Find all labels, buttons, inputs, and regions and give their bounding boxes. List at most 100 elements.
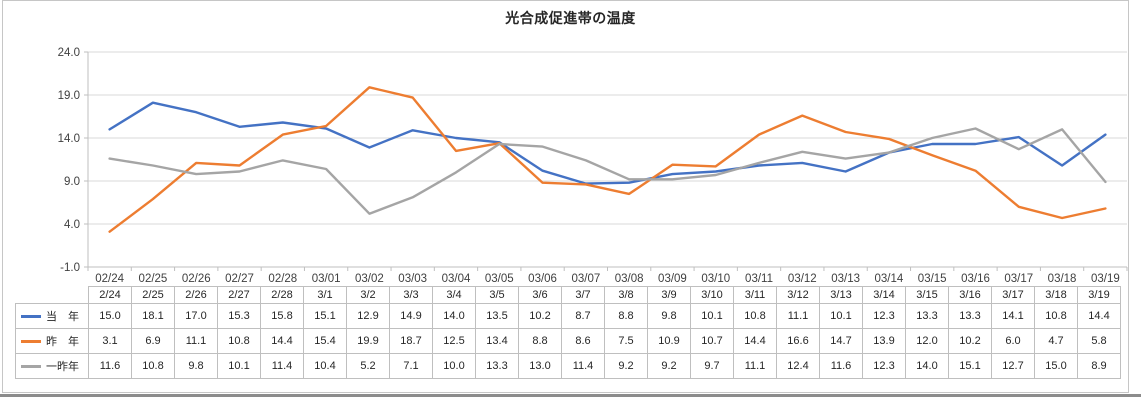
table-value-cell: 4.7 [1034,328,1078,354]
table-value-cell: 8.7 [561,303,605,329]
x-axis-tick-label: 03/03 [398,273,427,284]
x-axis-tick-label: 03/09 [658,273,687,284]
table-header-cell: 3/8 [604,286,648,304]
x-axis-tick-label: 03/07 [571,273,600,284]
table-value-cell: 12.5 [432,328,476,354]
y-axis-tick-label: 19.0 [58,90,80,102]
table-value-cell: 9.8 [174,353,218,379]
table-value-cell: 10.8 [1034,303,1078,329]
y-axis-tick-label: 14.0 [58,133,80,145]
table-value-cell: 16.6 [776,328,820,354]
table-header-cell: 3/7 [561,286,605,304]
table-value-cell: 10.2 [948,328,992,354]
legend-label: 昨 年 [46,336,79,348]
table-value-cell: 15.4 [303,328,347,354]
table-value-cell: 5.8 [1077,328,1121,354]
table-value-cell: 8.8 [518,328,562,354]
table-value-cell: 10.8 [217,328,261,354]
legend-cell-last-year: 昨 年 [15,328,89,354]
x-axis-tick-label: 03/11 [745,273,773,284]
table-value-cell: 19.9 [346,328,390,354]
data-table: 2/24 2/25 2/26 2/27 2/28 3/1 3/2 3/3 3/4 3/5 3/6 3/… [15,286,1121,379]
table-header-cell: 2/24 [88,286,132,304]
legend-key-line-this-year [21,314,41,318]
table-header-cell: 3/9 [647,286,691,304]
table-value-cell: 12.3 [862,353,906,379]
table-header-cell: 3/14 [862,286,906,304]
table-header-cell: 3/3 [389,286,433,304]
series-line-this-year [108,101,1107,185]
x-axis-tick-label: 02/24 [95,273,124,284]
table-value-cell: 8.6 [561,328,605,354]
bottom-edge-line [0,394,1141,397]
table-value-cell: 10.9 [647,328,691,354]
table-header-cell: 3/12 [776,286,820,304]
table-value-cell: 10.1 [819,303,863,329]
x-axis-tick-label: 03/04 [442,273,471,284]
table-header-cell: 2/28 [260,286,304,304]
table-value-cell: 10.8 [131,353,175,379]
table-value-cell: 15.8 [260,303,304,329]
table-header-cell: 3/13 [819,286,863,304]
table-value-cell: 11.6 [819,353,863,379]
table-value-cell: 10.1 [217,353,261,379]
table-header-cell: 3/15 [905,286,949,304]
x-axis-tick-label: 03/05 [485,273,514,284]
table-header-cell: 3/17 [991,286,1035,304]
table-value-cell: 6.0 [991,328,1035,354]
table-value-cell: 14.0 [432,303,476,329]
table-value-cell: 14.4 [733,328,777,354]
table-value-cell: 5.2 [346,353,390,379]
table-header-cell: 3/10 [690,286,734,304]
table-header-cell: 2/26 [174,286,218,304]
table-value-cell: 6.9 [131,328,175,354]
table-row-this-year: 当 年 15.0 18.1 17.0 15.3 15.8 15.1 12.9 14.9 14.0 1… [15,303,1121,329]
legend-cell-year-before-last: 一昨年 [15,353,89,379]
x-axis-tick-label: 03/08 [615,273,644,284]
table-header-cell: 3/19 [1077,286,1121,304]
table-header-cell: 3/1 [303,286,347,304]
table-value-cell: 15.0 [88,303,132,329]
table-value-cell: 11.4 [260,353,304,379]
table-value-cell: 9.2 [604,353,648,379]
table-header-cell: 2/27 [217,286,261,304]
x-axis-tick-label: 02/26 [182,273,211,284]
table-value-cell: 18.7 [389,328,433,354]
table-value-cell: 13.3 [905,303,949,329]
table-value-cell: 18.1 [131,303,175,329]
x-axis-tick-label: 03/13 [831,273,860,284]
table-header-cell: 3/2 [346,286,390,304]
table-value-cell: 10.0 [432,353,476,379]
x-axis-tick-label: 03/14 [875,273,904,284]
table-value-cell: 12.9 [346,303,390,329]
x-axis-tick-label: 03/18 [1048,273,1077,284]
x-axis-tick-label: 03/12 [788,273,817,284]
table-row-year-before-last: 一昨年 11.6 10.8 9.8 10.1 11.4 10.4 5.2 7.1 10.0 13.3… [15,353,1121,379]
legend-label: 一昨年 [46,361,79,373]
legend-cell-this-year: 当 年 [15,303,89,329]
table-value-cell: 10.7 [690,328,734,354]
x-axis-tick-label: 03/10 [701,273,730,284]
table-value-cell: 10.2 [518,303,562,329]
table-value-cell: 7.5 [604,328,648,354]
table-value-cell: 13.3 [475,353,519,379]
table-value-cell: 3.1 [88,328,132,354]
table-value-cell: 17.0 [174,303,218,329]
x-axis-tick-label: 03/15 [918,273,947,284]
table-value-cell: 11.4 [561,353,605,379]
x-axis-tick-label: 03/02 [355,273,384,284]
table-corner-cell [16,287,89,304]
chart-title: 光合成促進帯の温度 [505,10,636,26]
x-axis-tick-label: 02/27 [225,273,254,284]
x-axis-tick-label: 03/16 [961,273,990,284]
table-value-cell: 10.1 [690,303,734,329]
table-header-cell: 3/16 [948,286,992,304]
table-value-cell: 10.8 [733,303,777,329]
table-value-cell: 13.5 [475,303,519,329]
table-value-cell: 12.7 [991,353,1035,379]
table-value-cell: 11.1 [174,328,218,354]
table-header-cell: 3/11 [733,286,777,304]
table-value-cell: 14.4 [260,328,304,354]
table-header-cell: 3/5 [475,286,519,304]
